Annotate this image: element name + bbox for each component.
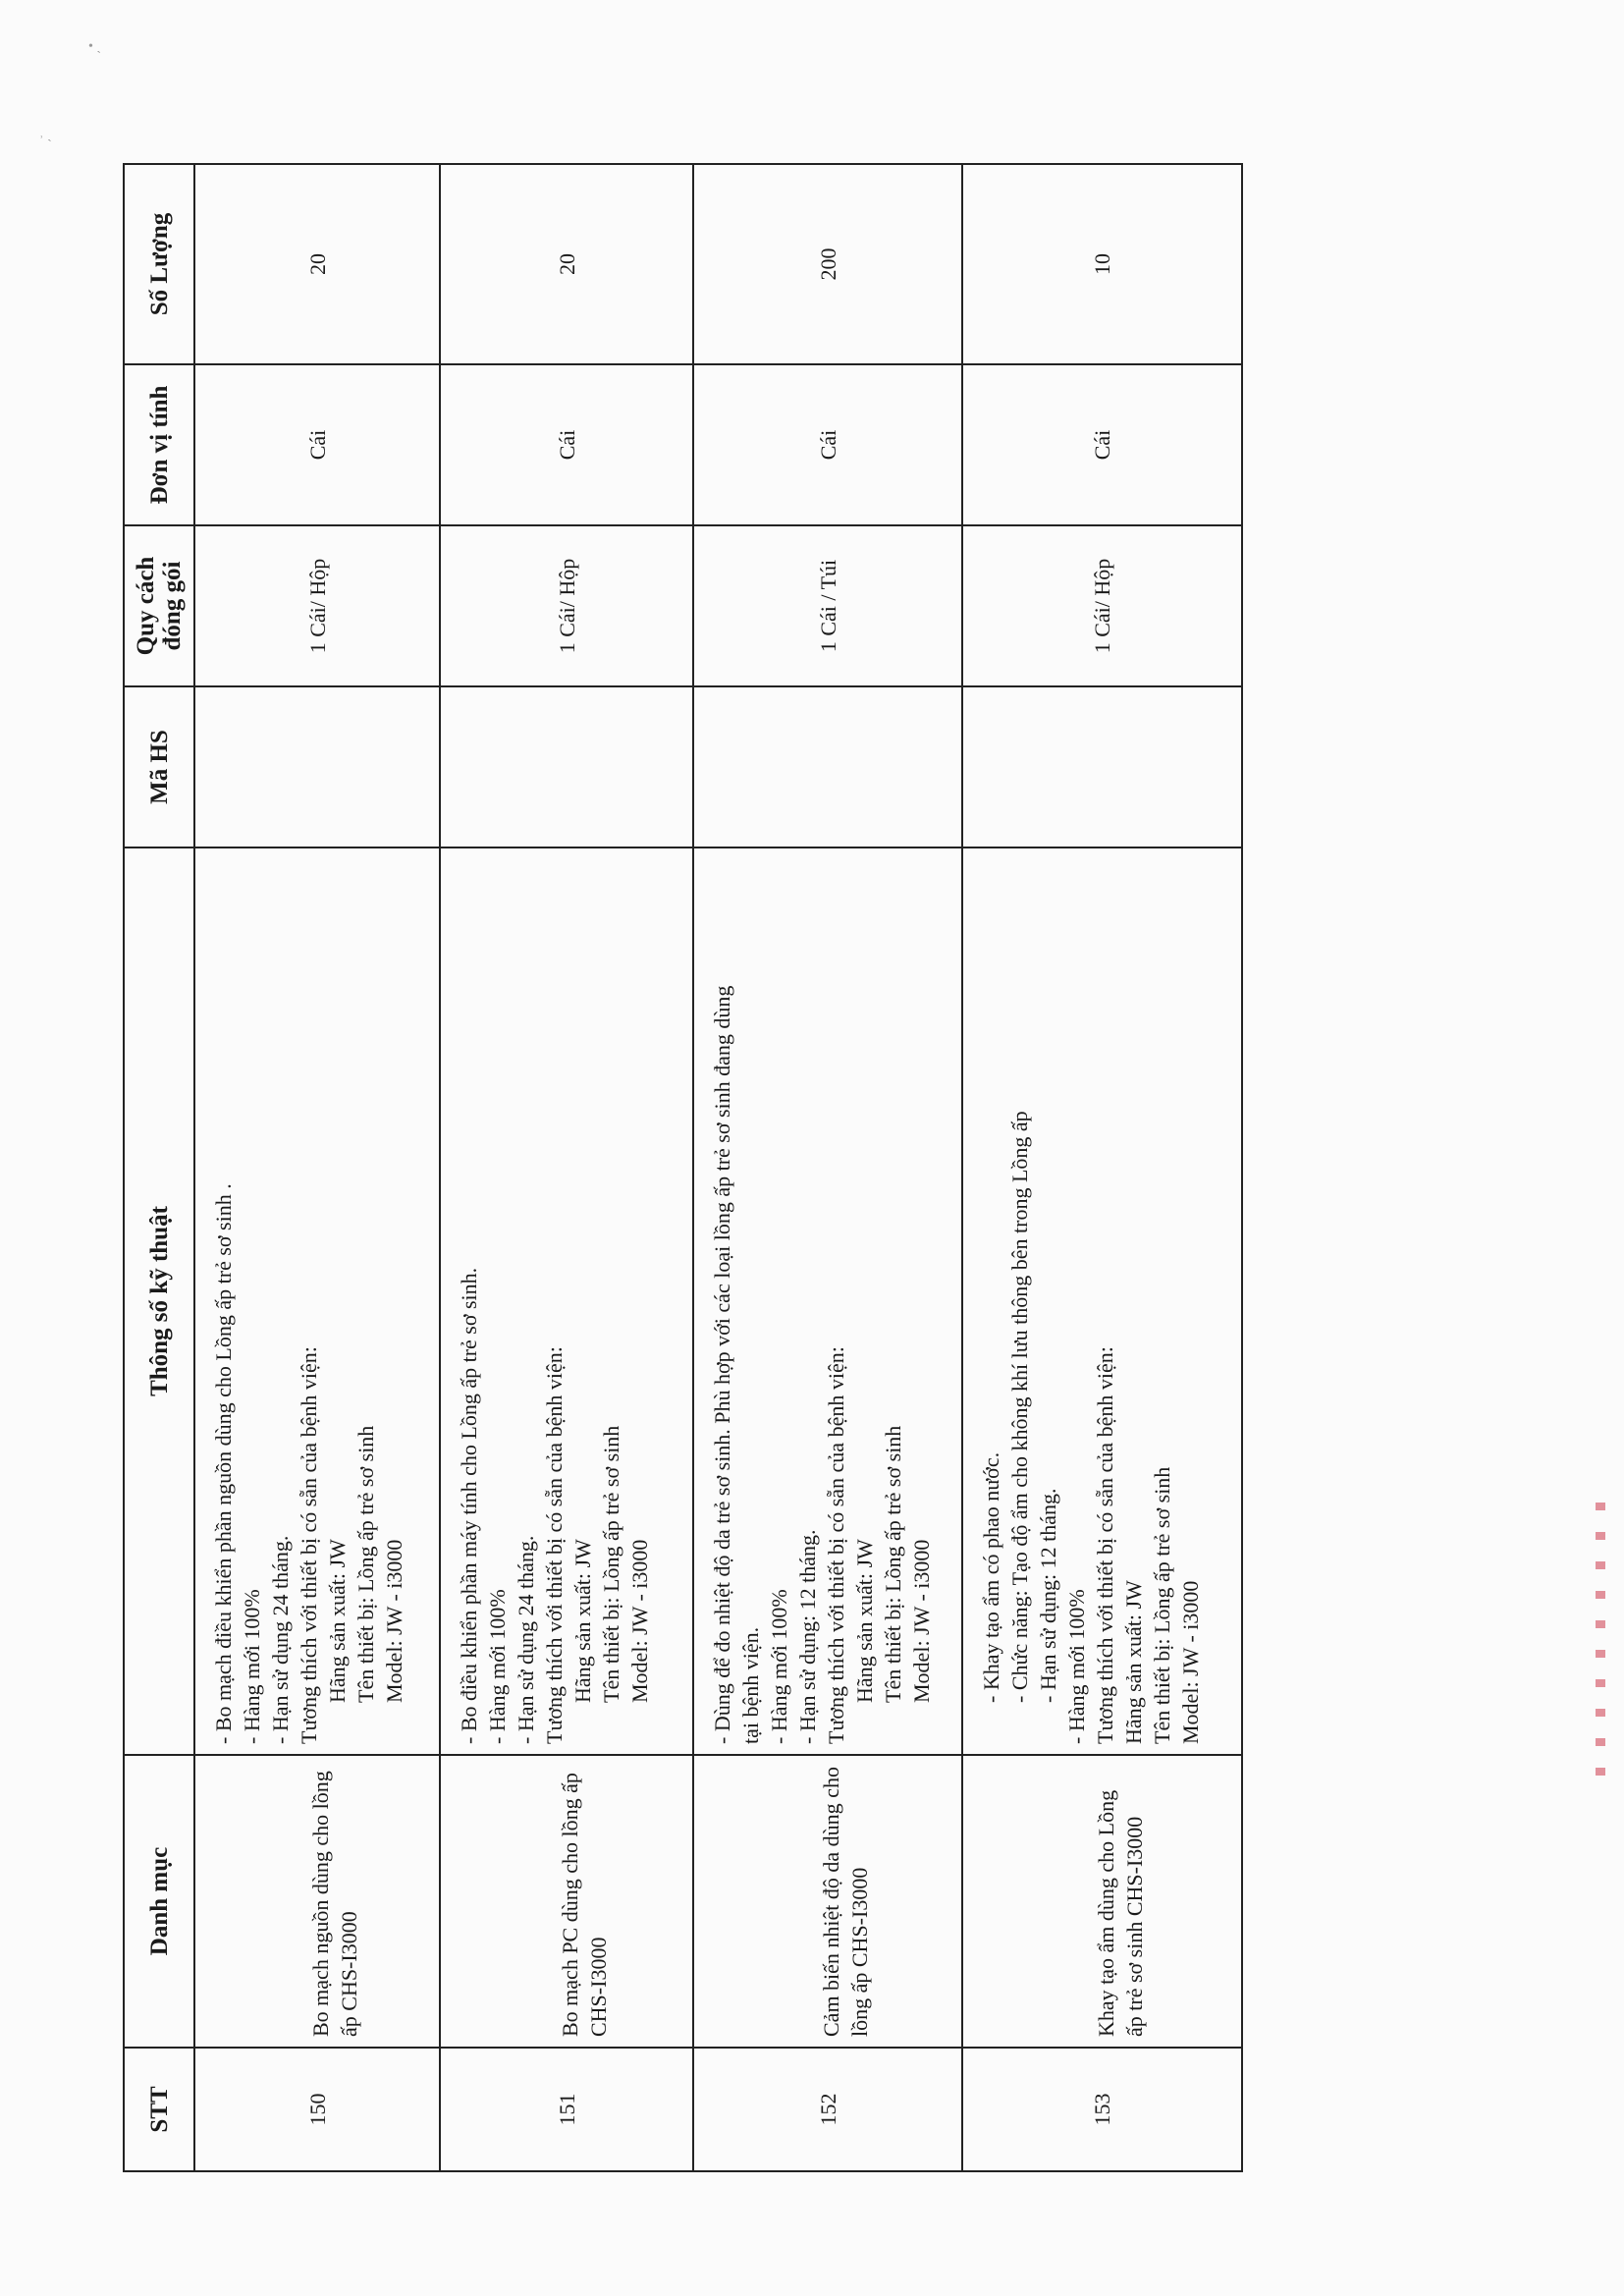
- cell-thong-so: - Khay tạo ẩm có phao nước. - Chức năng: …: [962, 847, 1242, 1755]
- cell-so-luong: 10: [962, 164, 1242, 364]
- spec-line: Tên thiết bị: Lồng ấp trẻ sơ sinh: [599, 1425, 623, 1703]
- header-ma-hs: Mã HS: [124, 686, 194, 847]
- cell-stt: 153: [962, 2048, 1242, 2171]
- cell-stt: 152: [693, 2048, 962, 2171]
- header-stt: STT: [124, 2048, 194, 2171]
- cell-danh-muc: Cảm biến nhiệt độ da dùng cho lồng ấp CH…: [693, 1755, 962, 2048]
- cell-don-vi: Cái: [194, 364, 440, 525]
- spec-line: Tương thích với thiết bị có sẵn của bệnh…: [297, 1346, 321, 1744]
- spec-line: - Hàng mới 100%: [485, 1589, 510, 1744]
- scan-speck: • ˎ: [88, 39, 102, 54]
- header-don-vi: Đơn vị tính: [124, 364, 194, 525]
- spec-line: Hãng sản xuất: JW: [570, 1539, 595, 1703]
- spec-line: - Hạn sử dụng: 12 tháng.: [795, 1529, 820, 1744]
- cell-ma-hs: [194, 686, 440, 847]
- spec-line: Hãng sản xuất: JW: [1121, 1580, 1146, 1744]
- table-row: 150 Bo mạch nguồn dùng cho lồng ấp CHS-I3…: [194, 164, 440, 2171]
- table-row: 153 Khay tạo ẩm dùng cho Lồng ấp trẻ sơ s…: [962, 164, 1242, 2171]
- header-quy-cach: Quy cách đóng gói: [124, 525, 194, 686]
- cell-quy-cach: 1 Cái/ Hộp: [194, 525, 440, 686]
- spec-line: - Hạn sử dụng 24 tháng.: [514, 1535, 538, 1744]
- handwritten-mark: [1596, 1503, 1605, 1797]
- spec-line: - Bo điều khiển phần máy tính cho Lồng ấ…: [457, 1267, 481, 1744]
- spec-line: Tương thích với thiết bị có sẵn của bệnh…: [824, 1346, 848, 1744]
- spec-line: Tương thích với thiết bị có sẵn của bệnh…: [542, 1346, 567, 1744]
- scan-speck: ˒ ˏ: [39, 128, 52, 142]
- cell-danh-muc: Bo mạch PC dùng cho lồng ấp CHS-I3000: [440, 1755, 693, 2048]
- spec-line: - Hạn sử dụng 24 tháng.: [268, 1535, 293, 1744]
- cell-so-luong: 20: [440, 164, 693, 364]
- spec-line: - Bo mạch điều khiển phần nguồn dùng cho…: [211, 1183, 236, 1744]
- cell-don-vi: Cái: [693, 364, 962, 525]
- spec-line: - Dùng để đo nhiệt độ da trẻ sơ sinh. Ph…: [710, 985, 734, 1744]
- spec-line: Tên thiết bị: Lồng ấp trẻ sơ sinh: [353, 1425, 378, 1703]
- header-danh-muc: Danh mục: [124, 1755, 194, 2048]
- spec-line: Tên thiết bị: Lồng ấp trẻ sơ sinh: [881, 1425, 905, 1703]
- spec-line: - Hàng mới 100%: [1064, 1589, 1089, 1744]
- cell-so-luong: 200: [693, 164, 962, 364]
- cell-quy-cach: 1 Cái/ Hộp: [962, 525, 1242, 686]
- cell-don-vi: Cái: [440, 364, 693, 525]
- header-row: STT Danh mục Thông số kỹ thuật Mã HS Quy…: [124, 164, 194, 2171]
- cell-don-vi: Cái: [962, 364, 1242, 525]
- cell-thong-so: - Bo điều khiển phần máy tính cho Lồng ấ…: [440, 847, 693, 1755]
- spec-line: Model: JW - i3000: [627, 1539, 652, 1703]
- spec-line: Hãng sản xuất: JW: [852, 1539, 877, 1703]
- spec-line: Model: JW - i3000: [909, 1539, 934, 1703]
- cell-ma-hs: [962, 686, 1242, 847]
- cell-stt: 150: [194, 2048, 440, 2171]
- cell-stt: 151: [440, 2048, 693, 2171]
- header-thong-so: Thông số kỹ thuật: [124, 847, 194, 1755]
- spec-line: - Khay tạo ẩm có phao nước.: [979, 1451, 1003, 1703]
- spec-line: - Chức năng: Tạo độ ẩm cho không khí lưu…: [1007, 1111, 1032, 1703]
- cell-quy-cach: 1 Cái/ Hộp: [440, 525, 693, 686]
- cell-quy-cach: 1 Cái / Túi: [693, 525, 962, 686]
- table-row: 151 Bo mạch PC dùng cho lồng ấp CHS-I3000…: [440, 164, 693, 2171]
- spec-line: Tương thích với thiết bị có sẵn của bệnh…: [1093, 1346, 1117, 1744]
- spec-line: - Hạn sử dụng: 12 tháng.: [1036, 1488, 1060, 1703]
- rotated-table-wrapper: STT Danh mục Thông số kỹ thuật Mã HS Quy…: [123, 163, 1243, 2172]
- table-row: 152 Cảm biến nhiệt độ da dùng cho lồng ấp…: [693, 164, 962, 2171]
- cell-ma-hs: [693, 686, 962, 847]
- cell-so-luong: 20: [194, 164, 440, 364]
- cell-danh-muc: Bo mạch nguồn dùng cho lồng ấp CHS-I3000: [194, 1755, 440, 2048]
- spec-line: Model: JW - i3000: [1178, 1580, 1203, 1744]
- spec-line: Model: JW - i3000: [382, 1539, 406, 1703]
- cell-ma-hs: [440, 686, 693, 847]
- cell-thong-so: - Bo mạch điều khiển phần nguồn dùng cho…: [194, 847, 440, 1755]
- spec-line: Tên thiết bị: Lồng ấp trẻ sơ sinh: [1150, 1466, 1174, 1744]
- spec-line: Hãng sản xuất: JW: [325, 1539, 350, 1703]
- spec-line: tại bệnh viện.: [738, 1626, 763, 1744]
- cell-danh-muc: Khay tạo ẩm dùng cho Lồng ấp trẻ sơ sinh…: [962, 1755, 1242, 2048]
- header-so-luong: Số Lượng: [124, 164, 194, 364]
- spec-line: - Hàng mới 100%: [240, 1589, 264, 1744]
- cell-thong-so: - Dùng để đo nhiệt độ da trẻ sơ sinh. Ph…: [693, 847, 962, 1755]
- spec-line: - Hàng mới 100%: [767, 1589, 791, 1744]
- equipment-spec-table: STT Danh mục Thông số kỹ thuật Mã HS Quy…: [123, 163, 1243, 2172]
